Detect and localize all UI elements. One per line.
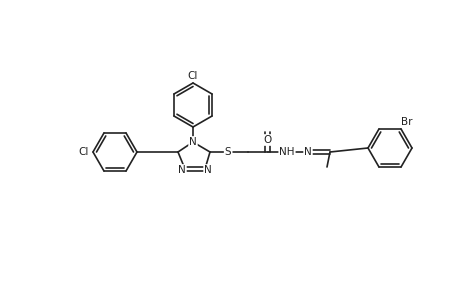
Text: S: S bbox=[224, 147, 231, 157]
Text: Cl: Cl bbox=[187, 71, 198, 81]
Text: N: N bbox=[204, 165, 212, 175]
Text: O: O bbox=[263, 135, 272, 145]
Text: NH: NH bbox=[279, 147, 294, 157]
Text: Br: Br bbox=[400, 117, 412, 127]
Text: Cl: Cl bbox=[78, 147, 89, 157]
Text: N: N bbox=[178, 165, 185, 175]
Text: N: N bbox=[303, 147, 311, 157]
Text: N: N bbox=[189, 137, 196, 147]
